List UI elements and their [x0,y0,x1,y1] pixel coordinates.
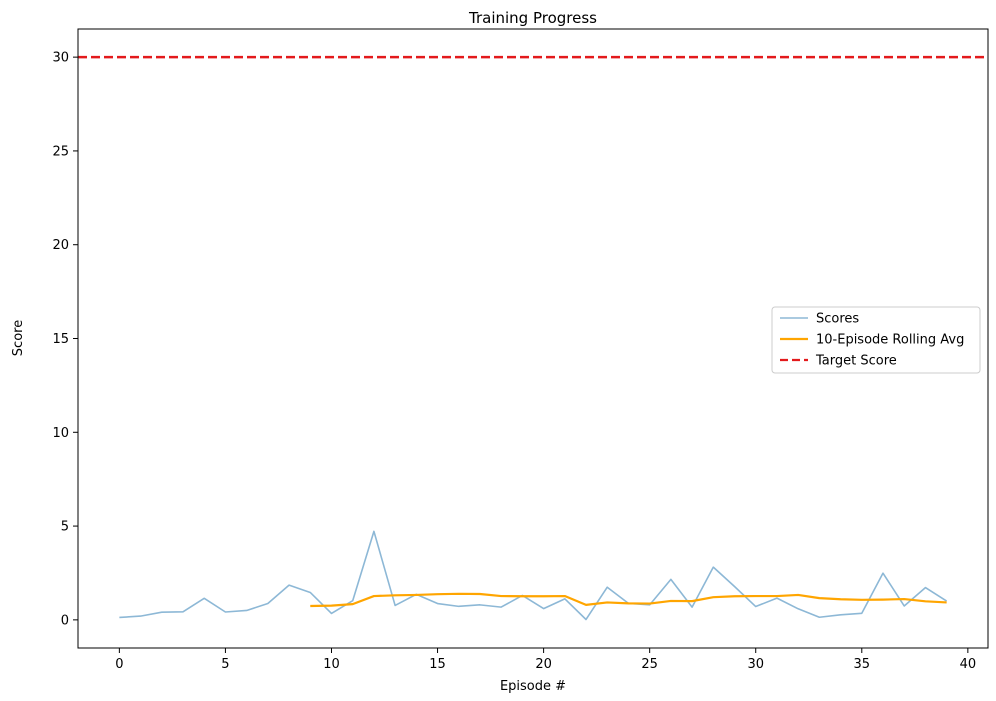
y-tick-label: 15 [52,332,69,347]
x-axis-ticks: 0 5 10 15 20 25 30 35 40 [115,648,976,672]
y-tick-label: 10 [52,426,69,441]
y-axis-ticks: 0 5 10 15 20 25 30 [52,51,78,628]
x-tick-label: 10 [323,657,340,672]
y-tick-label: 20 [52,238,69,253]
chart-title: Training Progress [468,9,597,27]
y-tick-label: 5 [61,520,69,535]
x-tick-label: 15 [429,657,446,672]
legend: Scores 10-Episode Rolling Avg Target Score [771,306,981,374]
x-tick-label: 25 [641,657,658,672]
y-tick-label: 0 [61,613,69,628]
x-tick-label: 20 [535,657,552,672]
x-tick-label: 30 [747,657,764,672]
legend-scores-label: Scores [816,312,859,327]
x-tick-label: 35 [854,657,871,672]
legend-rolling-avg-label: 10-Episode Rolling Avg [816,333,964,348]
series-layer [78,55,988,621]
legend-box [771,306,981,374]
x-tick-label: 0 [115,657,123,672]
y-axis-label: Score [11,320,26,356]
y-tick-label: 30 [52,51,69,66]
plot-frame [77,28,989,649]
y-tick-label: 25 [52,144,69,159]
legend-target-score-label: Target Score [815,354,897,369]
x-tick-label: 40 [960,657,977,672]
x-axis-label: Episode # [500,679,566,694]
series-rolling-avg-line [310,592,947,608]
x-tick-label: 5 [221,657,229,672]
series-scores-line [119,530,948,621]
